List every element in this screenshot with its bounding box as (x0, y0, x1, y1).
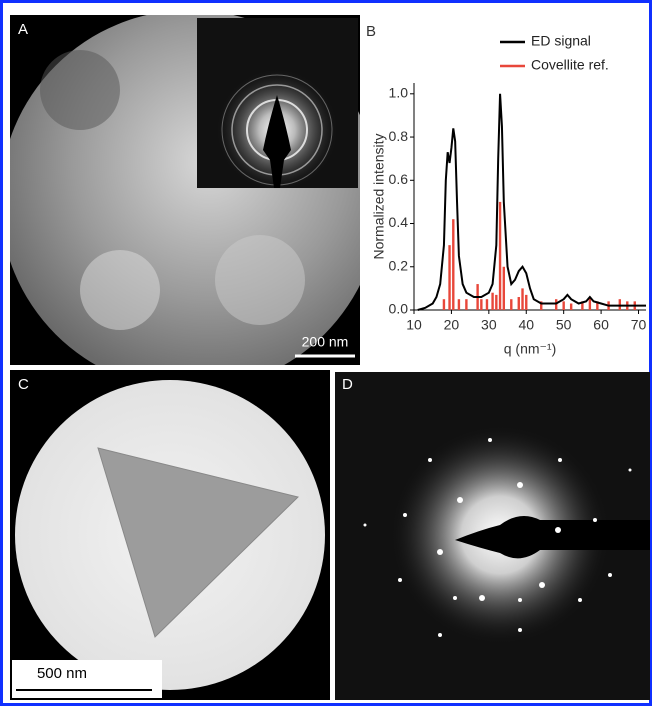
scale-bar-label: 500 nm (37, 665, 87, 682)
bar (525, 295, 527, 310)
y-axis-label: Normalized intensity (371, 133, 387, 259)
bar (465, 299, 467, 310)
x-tick-label: 40 (518, 317, 534, 333)
legend-label: Covellite ref. (531, 57, 609, 73)
y-tick-label: 0.0 (389, 301, 409, 317)
y-tick-label: 1.0 (389, 85, 409, 101)
x-tick-label: 50 (556, 317, 572, 333)
bar (448, 245, 450, 310)
bar (452, 219, 454, 310)
bar (518, 297, 520, 310)
bar (521, 288, 523, 310)
legend-label: ED signal (531, 33, 591, 49)
line (418, 94, 646, 310)
x-tick-label: 10 (406, 317, 422, 333)
bar (480, 299, 482, 310)
x-tick-label: 60 (593, 317, 609, 333)
x-tick-label: 20 (444, 317, 460, 333)
bar (491, 293, 493, 310)
bar (443, 299, 445, 310)
page: A 200 nm B C 500 nm D 0.0 0.2 0.4 0.6 0.8 1.0… (0, 0, 652, 706)
bar (486, 299, 488, 310)
x-tick-label: 30 (481, 317, 497, 333)
bar (570, 304, 572, 310)
bar (499, 202, 501, 310)
bar (503, 267, 505, 310)
bar (510, 299, 512, 310)
scale-bar-label: 200 nm (302, 334, 349, 350)
panel-label: C (18, 376, 29, 393)
bar (555, 299, 557, 310)
panel-label: B (366, 23, 376, 40)
y-tick-label: 0.2 (389, 257, 409, 273)
y-tick-label: 0.4 (389, 214, 409, 230)
bar (495, 295, 497, 310)
panel-d-image (335, 372, 650, 700)
chart: 0.0 0.2 0.4 0.6 0.8 1.0 10 20 30 40 50 60 70 q (nm⁻¹)… (371, 33, 647, 357)
panel-c-image (10, 370, 330, 700)
figure: A 200 nm B C 500 nm D 0.0 0.2 0.4 0.6 0.8 1.0… (0, 0, 652, 706)
x-tick-label: 70 (631, 317, 647, 333)
y-tick-label: 0.6 (389, 171, 409, 187)
bar (458, 299, 460, 310)
bar (619, 299, 621, 310)
panel-label: A (18, 21, 28, 38)
y-tick-label: 0.8 (389, 128, 409, 144)
bar (562, 301, 564, 310)
panel-label: D (342, 376, 353, 393)
x-axis-label: q (nm⁻¹) (504, 341, 557, 357)
